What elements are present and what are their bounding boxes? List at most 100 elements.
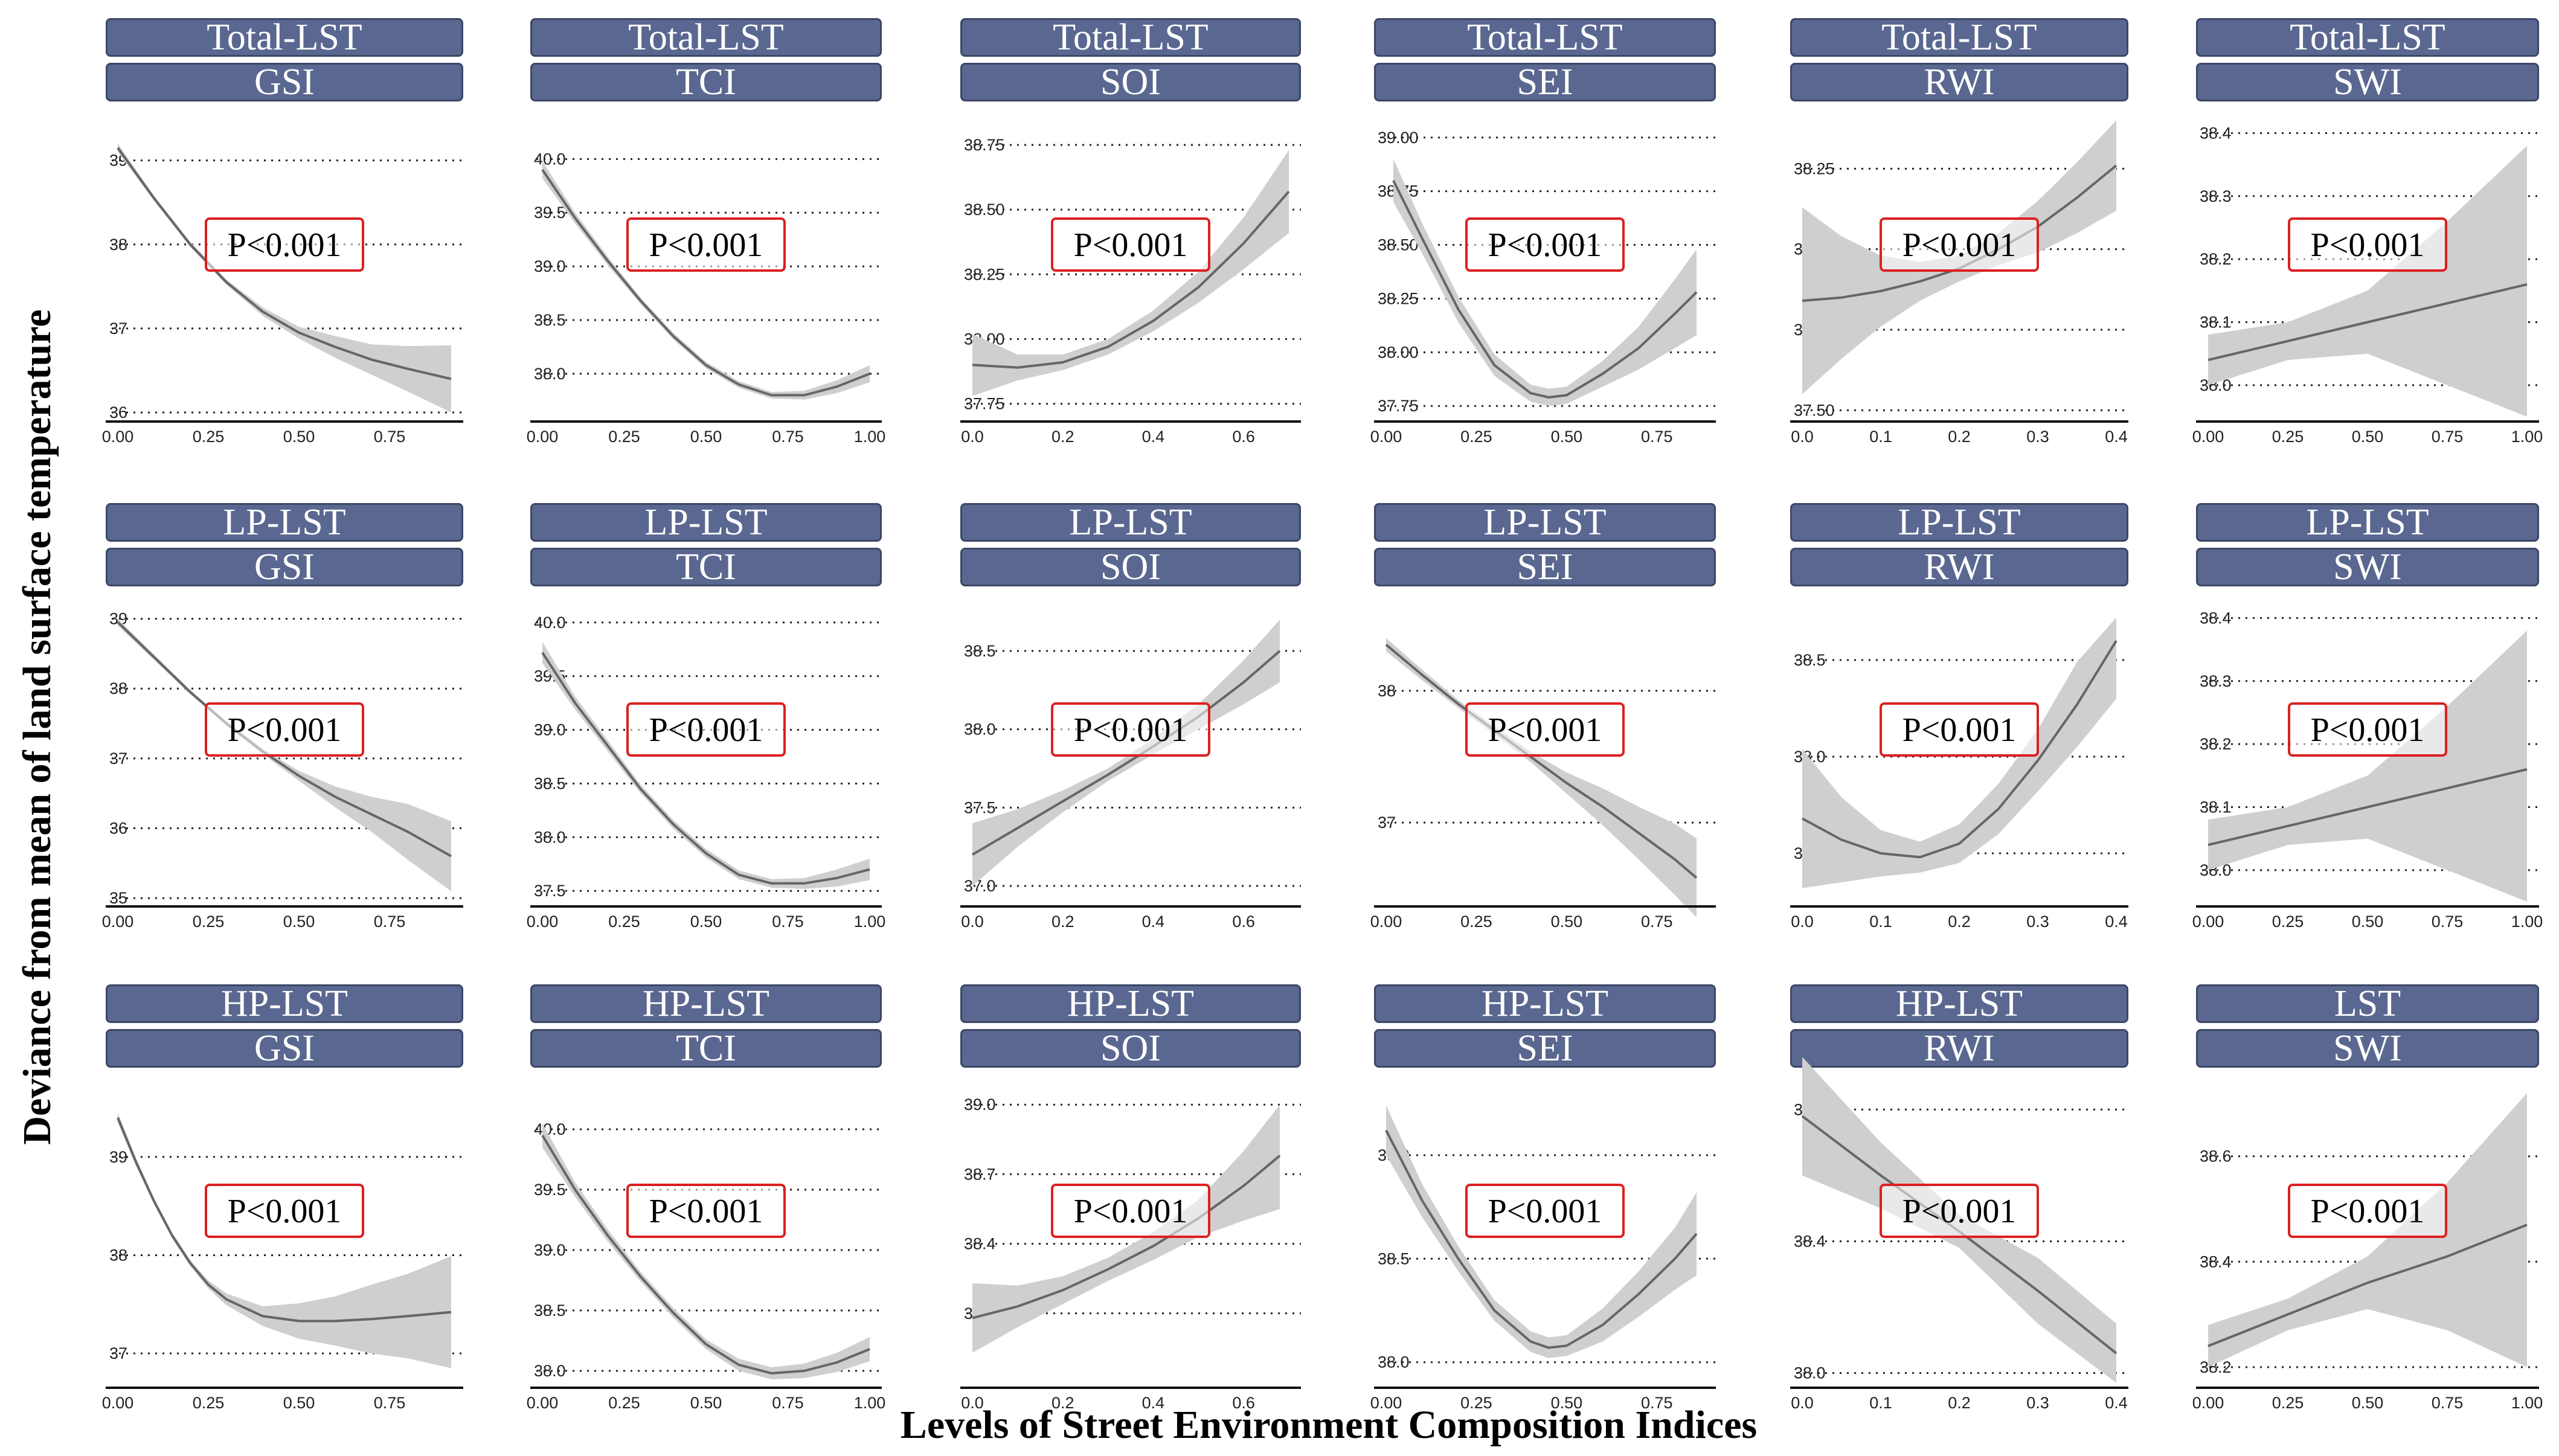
facet-panel: HP-LST GSI 37 38 39 0.00 0.25 0.50 0.75 P<0.001 bbox=[102, 984, 463, 1425]
x-tick-label: 0.00 bbox=[527, 1394, 559, 1412]
y-tick-label: 39.5 bbox=[534, 1181, 566, 1199]
x-tick-label: 0.00 bbox=[2192, 428, 2224, 446]
y-tick-label: 38.00 bbox=[1378, 343, 1419, 361]
y-tick-label: 38.5 bbox=[534, 774, 566, 792]
p-value-box bbox=[626, 217, 786, 272]
x-tick-label: 0.00 bbox=[2192, 1394, 2224, 1412]
y-tick-label: 38.3 bbox=[2200, 187, 2232, 205]
y-tick-label: 39.0 bbox=[534, 721, 566, 739]
facet-panel: Total-LST SOI 37.75 38.00 38.25 38.50 38.75 0.0… bbox=[960, 18, 1301, 459]
y-tick-label: 37 bbox=[109, 319, 127, 338]
y-tick-label: 38.0 bbox=[534, 1362, 566, 1380]
x-tick-label: 0.3 bbox=[2026, 912, 2049, 931]
x-tick-label: 0.4 bbox=[2105, 1394, 2128, 1412]
p-value-box bbox=[626, 1184, 786, 1238]
facet-panel: HP-LST TCI 38.0 38.5 39.0 39.5 40.0 0.00 0.25 0.5… bbox=[527, 984, 885, 1425]
facet-strip-subtitle: TCI bbox=[530, 63, 882, 101]
p-value-text: P<0.001 bbox=[1074, 1193, 1188, 1230]
facet-strip-title: LP-LST bbox=[530, 503, 882, 542]
x-tick-label: 0.0 bbox=[1791, 1394, 1814, 1412]
fitted-line bbox=[971, 650, 1281, 856]
x-tick-label: 0.75 bbox=[1641, 428, 1673, 446]
y-tick-label: 38.3 bbox=[2200, 672, 2232, 690]
confidence-band bbox=[1386, 638, 1697, 918]
fitted-line bbox=[1802, 640, 2118, 859]
p-value-text: P<0.001 bbox=[2311, 711, 2425, 749]
facet-panel: HP-LSTRWI38.038.438.80.00.10.20.30.4P<0.… bbox=[1790, 984, 2128, 1425]
p-value-annotation: P<0.001 bbox=[1465, 217, 1625, 272]
facet-strip-title: LP-LST bbox=[1790, 503, 2128, 542]
y-tick-label: 38.0 bbox=[1378, 1353, 1410, 1371]
p-value-annotation: P<0.001 bbox=[1465, 702, 1625, 757]
x-tick-label: 1.00 bbox=[854, 428, 886, 446]
y-tick-label: 38.4 bbox=[1794, 1232, 1826, 1250]
facet-strip-title: Total-LST bbox=[106, 18, 463, 57]
plot-area: 37.7538.0038.2538.5038.7539.000.000.250.… bbox=[1370, 129, 1716, 446]
x-tick-label: 0.75 bbox=[374, 428, 406, 446]
y-tick-label: 39.0 bbox=[964, 1095, 996, 1114]
facet-strip-subtitle: SWI bbox=[2196, 63, 2539, 101]
facet-strip-title: HP-LST bbox=[1790, 984, 2128, 1023]
facet-panel: LP-LST SWI 38.0 38.1 38.2 38.3 38.4 0.00 0.25 0.5… bbox=[2192, 503, 2543, 944]
p-value-text: P<0.001 bbox=[1902, 711, 2017, 749]
y-tick-label: 37 bbox=[109, 749, 127, 768]
x-tick-label: 0.75 bbox=[2432, 912, 2464, 931]
p-value-box bbox=[1465, 1184, 1625, 1238]
x-tick-label: 0.2 bbox=[1948, 1394, 1971, 1412]
x-tick-label: 0.6 bbox=[1232, 912, 1255, 931]
facet-strip-subtitle: RWI bbox=[1790, 63, 2128, 101]
p-value-text: P<0.001 bbox=[1488, 226, 1602, 264]
y-tick-label: 38.5 bbox=[1378, 1249, 1410, 1268]
y-tick-label: 38.0 bbox=[964, 720, 996, 739]
y-tick-label: 38.5 bbox=[964, 642, 996, 660]
x-tick-label: 0.75 bbox=[1641, 1394, 1673, 1412]
facet-strip-subtitle: SOI bbox=[960, 63, 1301, 101]
facet-panel: LP-LST GSI 35 36 37 38 39 0.00 0.25 0.50 0.75 P<0.0… bbox=[102, 503, 463, 944]
p-value-annotation: P<0.001 bbox=[1880, 702, 2039, 757]
x-tick-label: 0.4 bbox=[1142, 428, 1165, 446]
x-tick-label: 0.50 bbox=[1551, 912, 1583, 931]
y-tick-label: 37.75 bbox=[1378, 397, 1419, 415]
p-value-box bbox=[1880, 217, 2039, 272]
x-tick-label: 0.00 bbox=[1370, 912, 1402, 931]
facet-strip-subtitle: SEI bbox=[1374, 63, 1716, 101]
x-tick-label: 1.00 bbox=[854, 912, 886, 931]
p-value-text: P<0.001 bbox=[1074, 226, 1188, 264]
y-tick-label: 40.0 bbox=[534, 1120, 566, 1138]
p-value-annotation: P<0.001 bbox=[1051, 702, 1210, 757]
plot-area: 37 38 0.00 0.25 0.50 0.75 P<0.001 bbox=[1370, 638, 1716, 931]
facet-panel: LP-LSTRWI37.538.038.50.00.10.20.30.4P<0.… bbox=[1790, 503, 2128, 944]
plot-area: 38.0 38.5 39.0 39.5 40.0 0.00 0.25 0.50 0.75 1.00… bbox=[527, 150, 886, 446]
p-value-box bbox=[1880, 1184, 2039, 1238]
y-tick-label: 38.6 bbox=[2200, 1147, 2232, 1166]
fitted-line bbox=[2207, 283, 2528, 362]
y-tick-label: 39 bbox=[109, 1148, 127, 1166]
x-tick-label: 0.4 bbox=[2105, 912, 2128, 931]
x-tick-label: 0.25 bbox=[193, 1394, 225, 1412]
y-tick-label: 38.4 bbox=[2200, 1252, 2232, 1271]
x-tick-label: 0.25 bbox=[2272, 912, 2304, 931]
facet-panel: Total-LST GSI 36 37 38 39 0.00 0.25 0.50 0.75 P<0.… bbox=[102, 18, 463, 459]
p-value-annotation: P<0.001 bbox=[626, 217, 786, 272]
p-value-annotation: P<0.001 bbox=[2288, 1184, 2447, 1238]
facet-strip-title: HP-LST bbox=[1374, 984, 1716, 1023]
facet-strip-title: Total-LST bbox=[530, 18, 882, 57]
confidence-band bbox=[972, 620, 1280, 887]
p-value-box bbox=[1051, 217, 1210, 272]
fitted-line bbox=[117, 147, 452, 380]
y-tick-label: 40.0 bbox=[534, 150, 566, 168]
y-tick-label: 38 bbox=[109, 679, 127, 698]
x-tick-label: 0.50 bbox=[1551, 1394, 1583, 1412]
p-value-text: P<0.001 bbox=[228, 1193, 342, 1230]
y-tick-label: 37.0 bbox=[964, 877, 996, 895]
fitted-line bbox=[117, 1117, 452, 1323]
p-value-box bbox=[1051, 702, 1210, 757]
fitted-line bbox=[2207, 768, 2528, 847]
y-tick-label: 38.25 bbox=[964, 265, 1005, 283]
y-tick-label: 40.0 bbox=[534, 614, 566, 632]
fitted-line bbox=[2207, 1223, 2528, 1347]
x-tick-label: 0.50 bbox=[2352, 912, 2384, 931]
x-tick-label: 0.1 bbox=[1869, 1394, 1892, 1412]
